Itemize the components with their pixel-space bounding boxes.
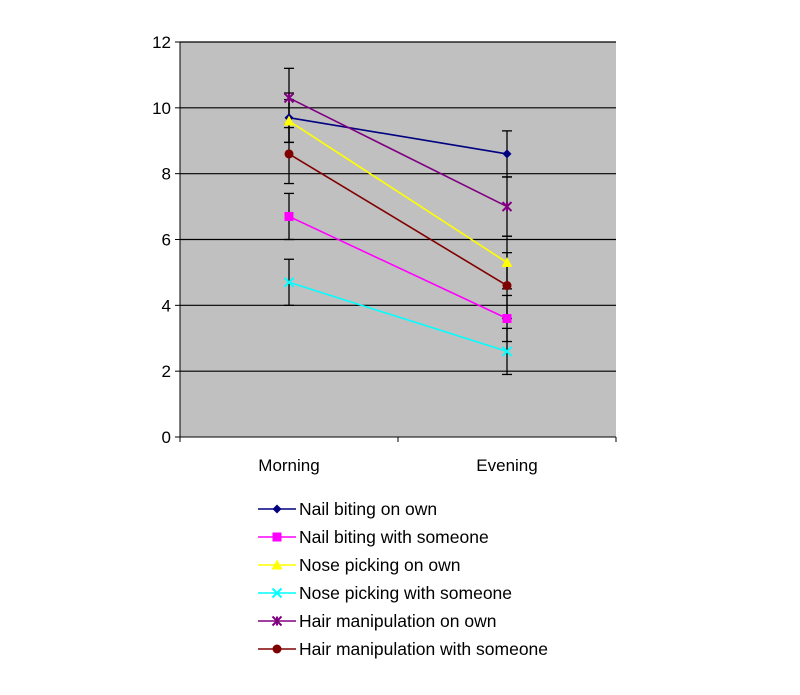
- y-tick-label: 2: [162, 362, 171, 381]
- legend-marker: [271, 615, 283, 627]
- data-point: [502, 314, 512, 323]
- legend-marker: [272, 532, 282, 542]
- legend-marker: [271, 587, 283, 599]
- data-point: [283, 115, 295, 126]
- series-hair-manipulation-with-someone: [284, 149, 512, 291]
- legend-label: Nose picking with someone: [299, 583, 512, 603]
- data-point: [284, 211, 294, 221]
- series-nail-biting-with-someone: [284, 211, 512, 323]
- series-nose-picking-with-someone: [283, 277, 513, 357]
- y-tick-label: 6: [162, 231, 171, 250]
- x-tick-label: Evening: [476, 456, 537, 475]
- data-point: [501, 201, 513, 212]
- y-tick-label: 8: [162, 165, 171, 184]
- series-line: [288, 97, 508, 208]
- data-point: [284, 149, 294, 159]
- legend-label: Nose picking on own: [299, 555, 460, 575]
- legend-marker: [272, 504, 282, 514]
- data-point: [283, 92, 295, 104]
- series-nose-picking-on-own: [283, 115, 513, 268]
- series-line: [288, 153, 508, 287]
- legend-label: Nail biting on own: [299, 499, 437, 519]
- series-line: [288, 215, 508, 320]
- data-point: [283, 277, 295, 288]
- legend-marker: [271, 559, 283, 570]
- y-tick-label: 4: [162, 296, 171, 315]
- data-point: [501, 257, 513, 268]
- y-tick-label: 10: [152, 99, 171, 118]
- series-line: [288, 281, 508, 353]
- y-tick-label: 12: [152, 33, 171, 52]
- legend-item: Nose picking on own: [258, 555, 460, 575]
- data-point: [502, 149, 512, 159]
- legend-item: Hair manipulation with someone: [258, 639, 548, 659]
- y-tick-label: 0: [162, 428, 171, 447]
- legend-item: Hair manipulation on own: [258, 611, 496, 631]
- legend-marker: [272, 644, 282, 654]
- legend-label: Hair manipulation on own: [299, 611, 496, 631]
- series-line: [288, 116, 508, 155]
- series-hair-manipulation-on-own: [283, 92, 513, 212]
- x-tick-label: Morning: [258, 456, 319, 475]
- data-point: [502, 281, 512, 291]
- data-point: [501, 346, 513, 357]
- legend: Nail biting on own Nail biting with someo…: [258, 499, 548, 659]
- legend-item: Nose picking with someone: [258, 583, 512, 603]
- legend-label: Hair manipulation with someone: [299, 639, 548, 659]
- series-line: [288, 120, 508, 264]
- legend-item: Nail biting on own: [258, 499, 437, 519]
- legend-item: Nail biting with someone: [258, 527, 489, 547]
- legend-label: Nail biting with someone: [299, 527, 489, 547]
